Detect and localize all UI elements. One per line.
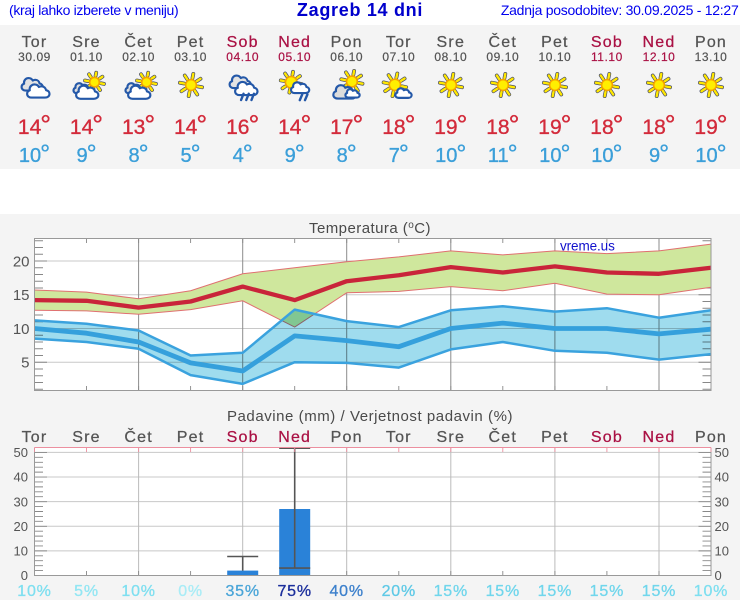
svg-text:20: 20 [715,519,729,534]
svg-text:30: 30 [715,494,729,509]
svg-text:50: 50 [715,445,729,460]
svg-text:15: 15 [13,287,30,304]
svg-text:vreme.us: vreme.us [560,238,615,253]
svg-text:20: 20 [14,519,28,534]
svg-text:Temperatura (oC): Temperatura (oC) [309,220,431,237]
svg-text:0: 0 [715,568,722,583]
svg-text:10: 10 [13,321,30,338]
svg-text:40: 40 [715,470,729,485]
svg-text:30: 30 [14,494,28,509]
svg-text:5: 5 [21,355,29,372]
svg-text:10: 10 [715,544,729,559]
svg-text:20: 20 [13,253,30,270]
svg-text:0: 0 [21,568,28,583]
svg-text:Padavine (mm) / Verjetnost pad: Padavine (mm) / Verjetnost padavin (%) [227,408,513,425]
svg-text:50: 50 [14,445,28,460]
svg-text:40: 40 [14,470,28,485]
svg-text:10: 10 [14,544,28,559]
